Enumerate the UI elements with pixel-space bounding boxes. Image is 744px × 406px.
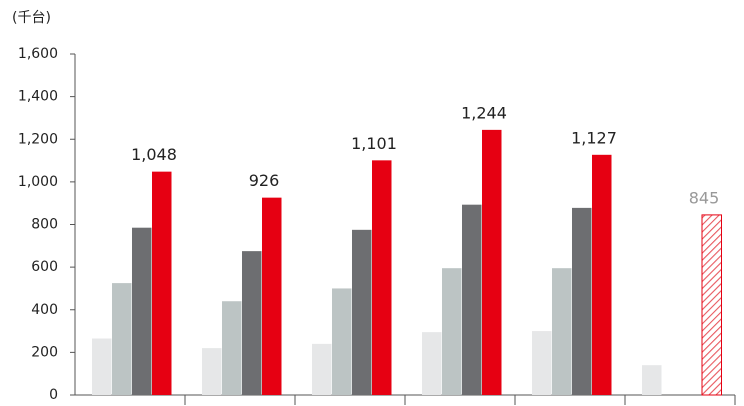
bar — [112, 283, 132, 395]
bar — [312, 343, 332, 395]
value-label: 926 — [249, 171, 280, 190]
bar — [642, 365, 662, 395]
bar — [442, 268, 462, 395]
value-label: 1,101 — [351, 134, 397, 153]
bar — [572, 207, 592, 395]
bar — [352, 229, 372, 395]
value-label: 845 — [689, 188, 720, 207]
bar — [552, 268, 572, 395]
bar — [242, 251, 262, 395]
bar — [332, 288, 352, 395]
bar — [262, 197, 282, 395]
y-tick-label: 1,000 — [18, 174, 58, 190]
bar — [532, 331, 552, 395]
y-tick-label: 400 — [31, 302, 58, 318]
y-tick-label: 1,600 — [18, 46, 58, 62]
bar — [202, 348, 222, 395]
bar — [592, 154, 612, 395]
value-label: 1,127 — [571, 128, 617, 147]
bar — [372, 160, 392, 395]
y-tick-label: 600 — [31, 259, 58, 275]
bar — [132, 227, 152, 395]
bar — [92, 338, 112, 395]
bar — [701, 214, 722, 396]
bar — [152, 171, 172, 395]
bar — [422, 332, 442, 395]
y-tick-label: 800 — [31, 217, 58, 233]
value-label: 1,244 — [461, 103, 507, 122]
y-axis-label: (千台) — [12, 10, 51, 26]
y-tick-label: 1,200 — [18, 131, 58, 147]
value-label: 1,048 — [131, 145, 177, 164]
y-tick-label: 200 — [31, 344, 58, 360]
y-tick-label: 1,400 — [18, 89, 58, 105]
y-tick-label: 0 — [49, 387, 58, 403]
bar — [222, 301, 242, 395]
bar — [482, 129, 502, 395]
bar — [462, 204, 482, 395]
